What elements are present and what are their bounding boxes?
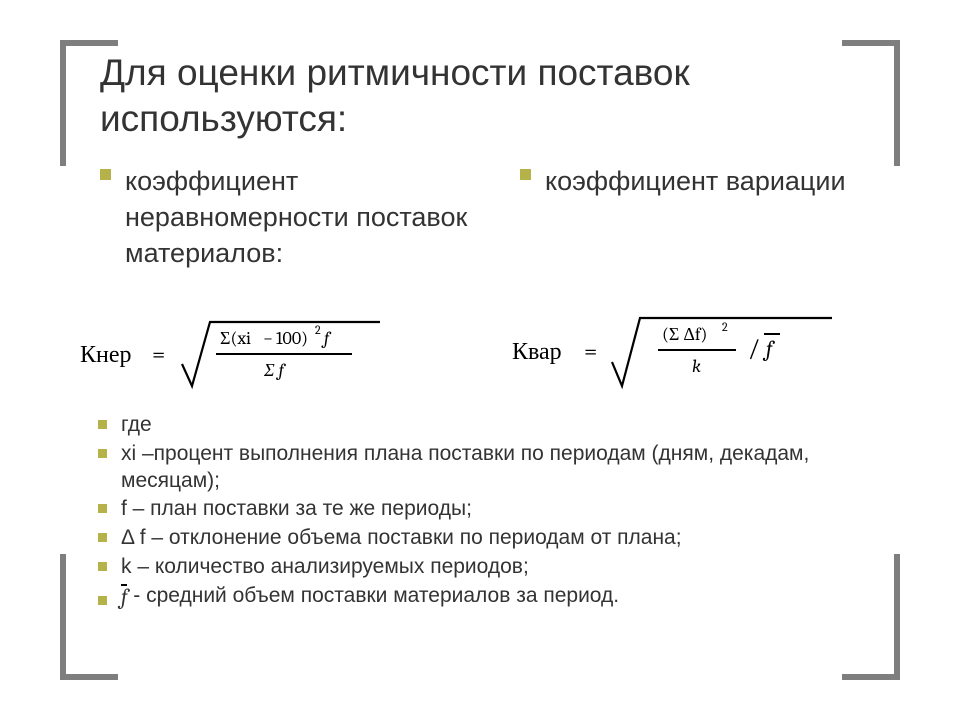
formula-kvar-svg: Квар = (Σ Δf) 2 k / f [512, 304, 872, 399]
formula-denominator: Σ f [263, 360, 287, 381]
legend-item: f – план поставки за те же периоды; [98, 496, 900, 523]
bullet-square-icon [98, 449, 107, 458]
bullet-square-icon [98, 533, 107, 542]
formula-eq: = [152, 340, 165, 368]
outer-rhs-fbar: f [762, 336, 775, 362]
legend-text: хi –процент выполнения плана поставки по… [121, 441, 900, 495]
bullet-item: коэффициент вариации [520, 163, 900, 199]
corner-bracket-bottom-left [60, 554, 118, 680]
legend-item: f - средний объем поставки материалов за… [98, 583, 900, 610]
bullet-square-icon [98, 504, 107, 513]
bullet-text: коэффициент вариации [545, 163, 846, 199]
formula-kner-svg: Кнер = Σ(xi − 100) 2 f Σ f [80, 304, 400, 399]
formula-kner: Кнер = Σ(xi − 100) 2 f Σ f [70, 304, 512, 404]
legend-text: k – количество анализируемых периодов; [121, 554, 529, 581]
corner-bracket-top-right [842, 40, 900, 166]
legend-list: где хi –процент выполнения плана поставк… [98, 412, 900, 610]
num-part: Σ(xi [220, 328, 251, 349]
right-column: коэффициент вариации [520, 163, 900, 278]
slide-title: Для оценки ритмичности поставок использу… [100, 50, 880, 143]
inner-num-sup: 2 [722, 320, 728, 334]
num-part: f [321, 328, 332, 349]
inner-den: k [692, 356, 701, 377]
bullet-square-icon [98, 420, 107, 429]
num-sup: 2 [315, 323, 321, 337]
two-column-bullets: коэффициент неравномерности поставок мат… [100, 163, 900, 278]
left-column: коэффициент неравномерности поставок мат… [100, 163, 480, 278]
bullet-item: коэффициент неравномерности поставок мат… [100, 163, 480, 272]
legend-item: Δ f – отклонение объема поставки по пери… [98, 525, 900, 552]
formula-lhs: Квар [512, 337, 562, 365]
legend-text: Δ f – отклонение объема поставки по пери… [121, 525, 682, 552]
formula-row: Кнер = Σ(xi − 100) 2 f Σ f [70, 304, 900, 404]
legend-text: - средний объем поставки материалов за п… [133, 583, 619, 610]
fbar-overline-icon [121, 584, 127, 586]
corner-bracket-bottom-right [842, 554, 900, 680]
bullet-text: коэффициент неравномерности поставок мат… [125, 163, 480, 272]
formula-eq: = [584, 337, 597, 365]
bullet-square-icon [100, 169, 111, 180]
legend-text: f – план поставки за те же периоды; [121, 496, 472, 523]
legend-text-fbar: f - средний объем поставки материалов за… [121, 583, 619, 610]
legend-item: k – количество анализируемых периодов; [98, 554, 900, 581]
corner-bracket-top-left [60, 40, 118, 166]
num-part: 100) [276, 328, 308, 349]
formula-kvar: Квар = (Σ Δf) 2 k / f [512, 304, 910, 404]
legend-text: где [121, 412, 152, 439]
slide: Для оценки ритмичности поставок использу… [0, 0, 960, 720]
legend-item: хi –процент выполнения плана поставки по… [98, 441, 900, 495]
fbar-symbol: f [121, 584, 127, 610]
inner-num: (Σ Δf) [662, 324, 707, 345]
bullet-square-icon [520, 169, 531, 180]
num-part: − [263, 328, 273, 349]
formula-numerator: Σ(xi − 100) 2 f [220, 323, 332, 349]
formula-lhs: Кнер [80, 340, 132, 368]
outer-div: / [748, 334, 760, 362]
legend-item: где [98, 412, 900, 439]
